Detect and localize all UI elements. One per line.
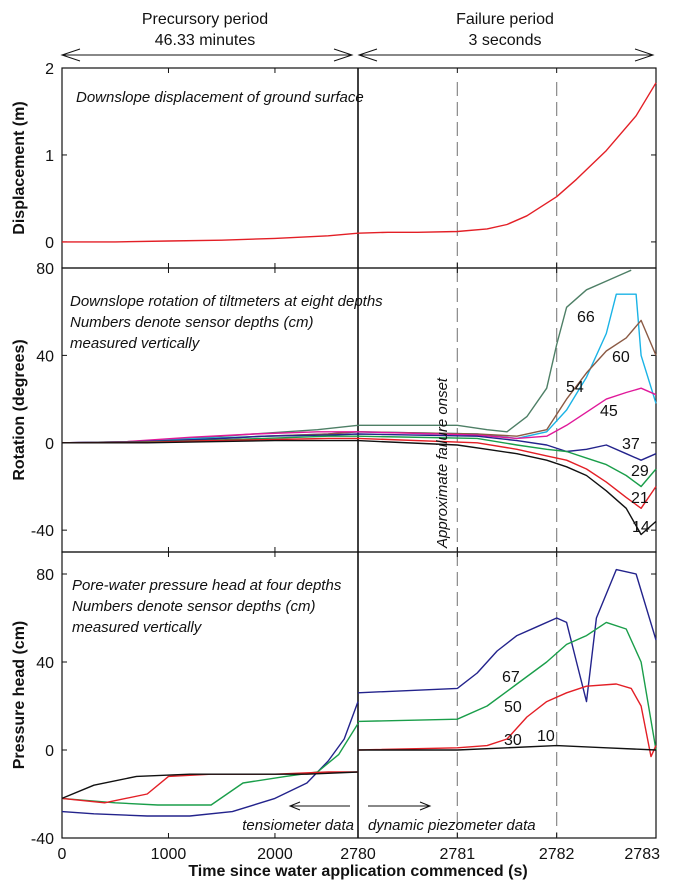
series-line-30 <box>61 683 657 804</box>
rotation-title-line-2: Numbers denote sensor depths (cm) <box>70 314 313 331</box>
y-tick-label: 80 <box>36 261 54 278</box>
y-tick-label: -40 <box>31 831 54 848</box>
piezometer-arrowhead <box>419 801 432 811</box>
series-label-10: 10 <box>537 728 555 745</box>
series-line-67 <box>61 568 657 817</box>
rotation-title-line-1: Downslope rotation of tiltmeters at eigh… <box>70 293 383 310</box>
piezometer-note: dynamic piezometer data <box>368 817 536 834</box>
failure-duration: 3 seconds <box>469 32 542 49</box>
precursory-title: Precursory period <box>142 11 268 28</box>
panel-frame <box>61 551 657 839</box>
series-label-37: 37 <box>622 436 640 453</box>
x-tick-label: 1000 <box>151 846 187 863</box>
series-label-54: 54 <box>566 379 584 396</box>
series-line-red <box>62 82 657 243</box>
y-axis-label: Displacement (m) <box>11 101 28 234</box>
pressure-title-line-2: Numbers denote sensor depths (cm) <box>72 598 315 615</box>
y-tick-label: 0 <box>45 436 54 453</box>
series-line-14 <box>62 439 657 536</box>
failure-onset-annotation: Approximate failure onset <box>434 377 451 549</box>
series-label-67: 67 <box>502 669 520 686</box>
x-tick-label: 2781 <box>440 846 476 863</box>
failure-span-arrow <box>357 48 655 62</box>
y-axis-label: Pressure head (cm) <box>11 621 28 770</box>
series-line-50 <box>61 621 657 806</box>
displacement-panel: 2 1 0 Displacement (m) <box>11 61 657 269</box>
series-label-29: 29 <box>631 463 649 480</box>
y-tick-label: 2 <box>45 61 54 78</box>
series-label-66: 66 <box>577 309 595 326</box>
y-tick-label: -40 <box>31 523 54 540</box>
x-tick-label: 2780 <box>340 846 376 863</box>
x-tick-label: 2000 <box>257 846 293 863</box>
y-tick-label: 40 <box>36 655 54 672</box>
series-label-21: 21 <box>631 490 649 507</box>
pressure-title-line-1: Pore-water pressure head at four depths <box>72 577 342 594</box>
failure-title: Failure period <box>456 11 554 28</box>
tensiometer-note: tensiometer data <box>242 817 354 834</box>
x-tick-label: 0 <box>58 846 67 863</box>
y-tick-label: 0 <box>45 743 54 760</box>
displacement-title: Downslope displacement of ground surface <box>76 89 364 106</box>
series-line-10 <box>61 744 657 800</box>
series-line-29 <box>61 435 657 488</box>
series-label-60: 60 <box>612 349 630 366</box>
pressure-title-line-3: measured vertically <box>72 619 203 636</box>
x-axis-label: Time since water application commenced (… <box>188 863 527 880</box>
tensiometer-arrowhead <box>288 801 301 811</box>
precursory-duration: 46.33 minutes <box>155 32 256 49</box>
precursory-span-arrow <box>60 48 354 62</box>
y-tick-label: 80 <box>36 567 54 584</box>
y-tick-label: 0 <box>45 235 54 252</box>
series-label-14: 14 <box>632 519 650 536</box>
y-tick-label: 1 <box>45 148 54 165</box>
x-tick-label: 2783 <box>624 846 660 863</box>
y-axis-label: Rotation (degrees) <box>11 339 28 480</box>
y-tick-label: 40 <box>36 348 54 365</box>
series-label-45: 45 <box>600 403 618 420</box>
series-label-30: 30 <box>504 732 522 749</box>
rotation-title-line-3: measured vertically <box>70 335 201 352</box>
series-line-21 <box>61 437 657 509</box>
x-tick-label: 2782 <box>539 846 575 863</box>
series-label-50: 50 <box>504 699 522 716</box>
